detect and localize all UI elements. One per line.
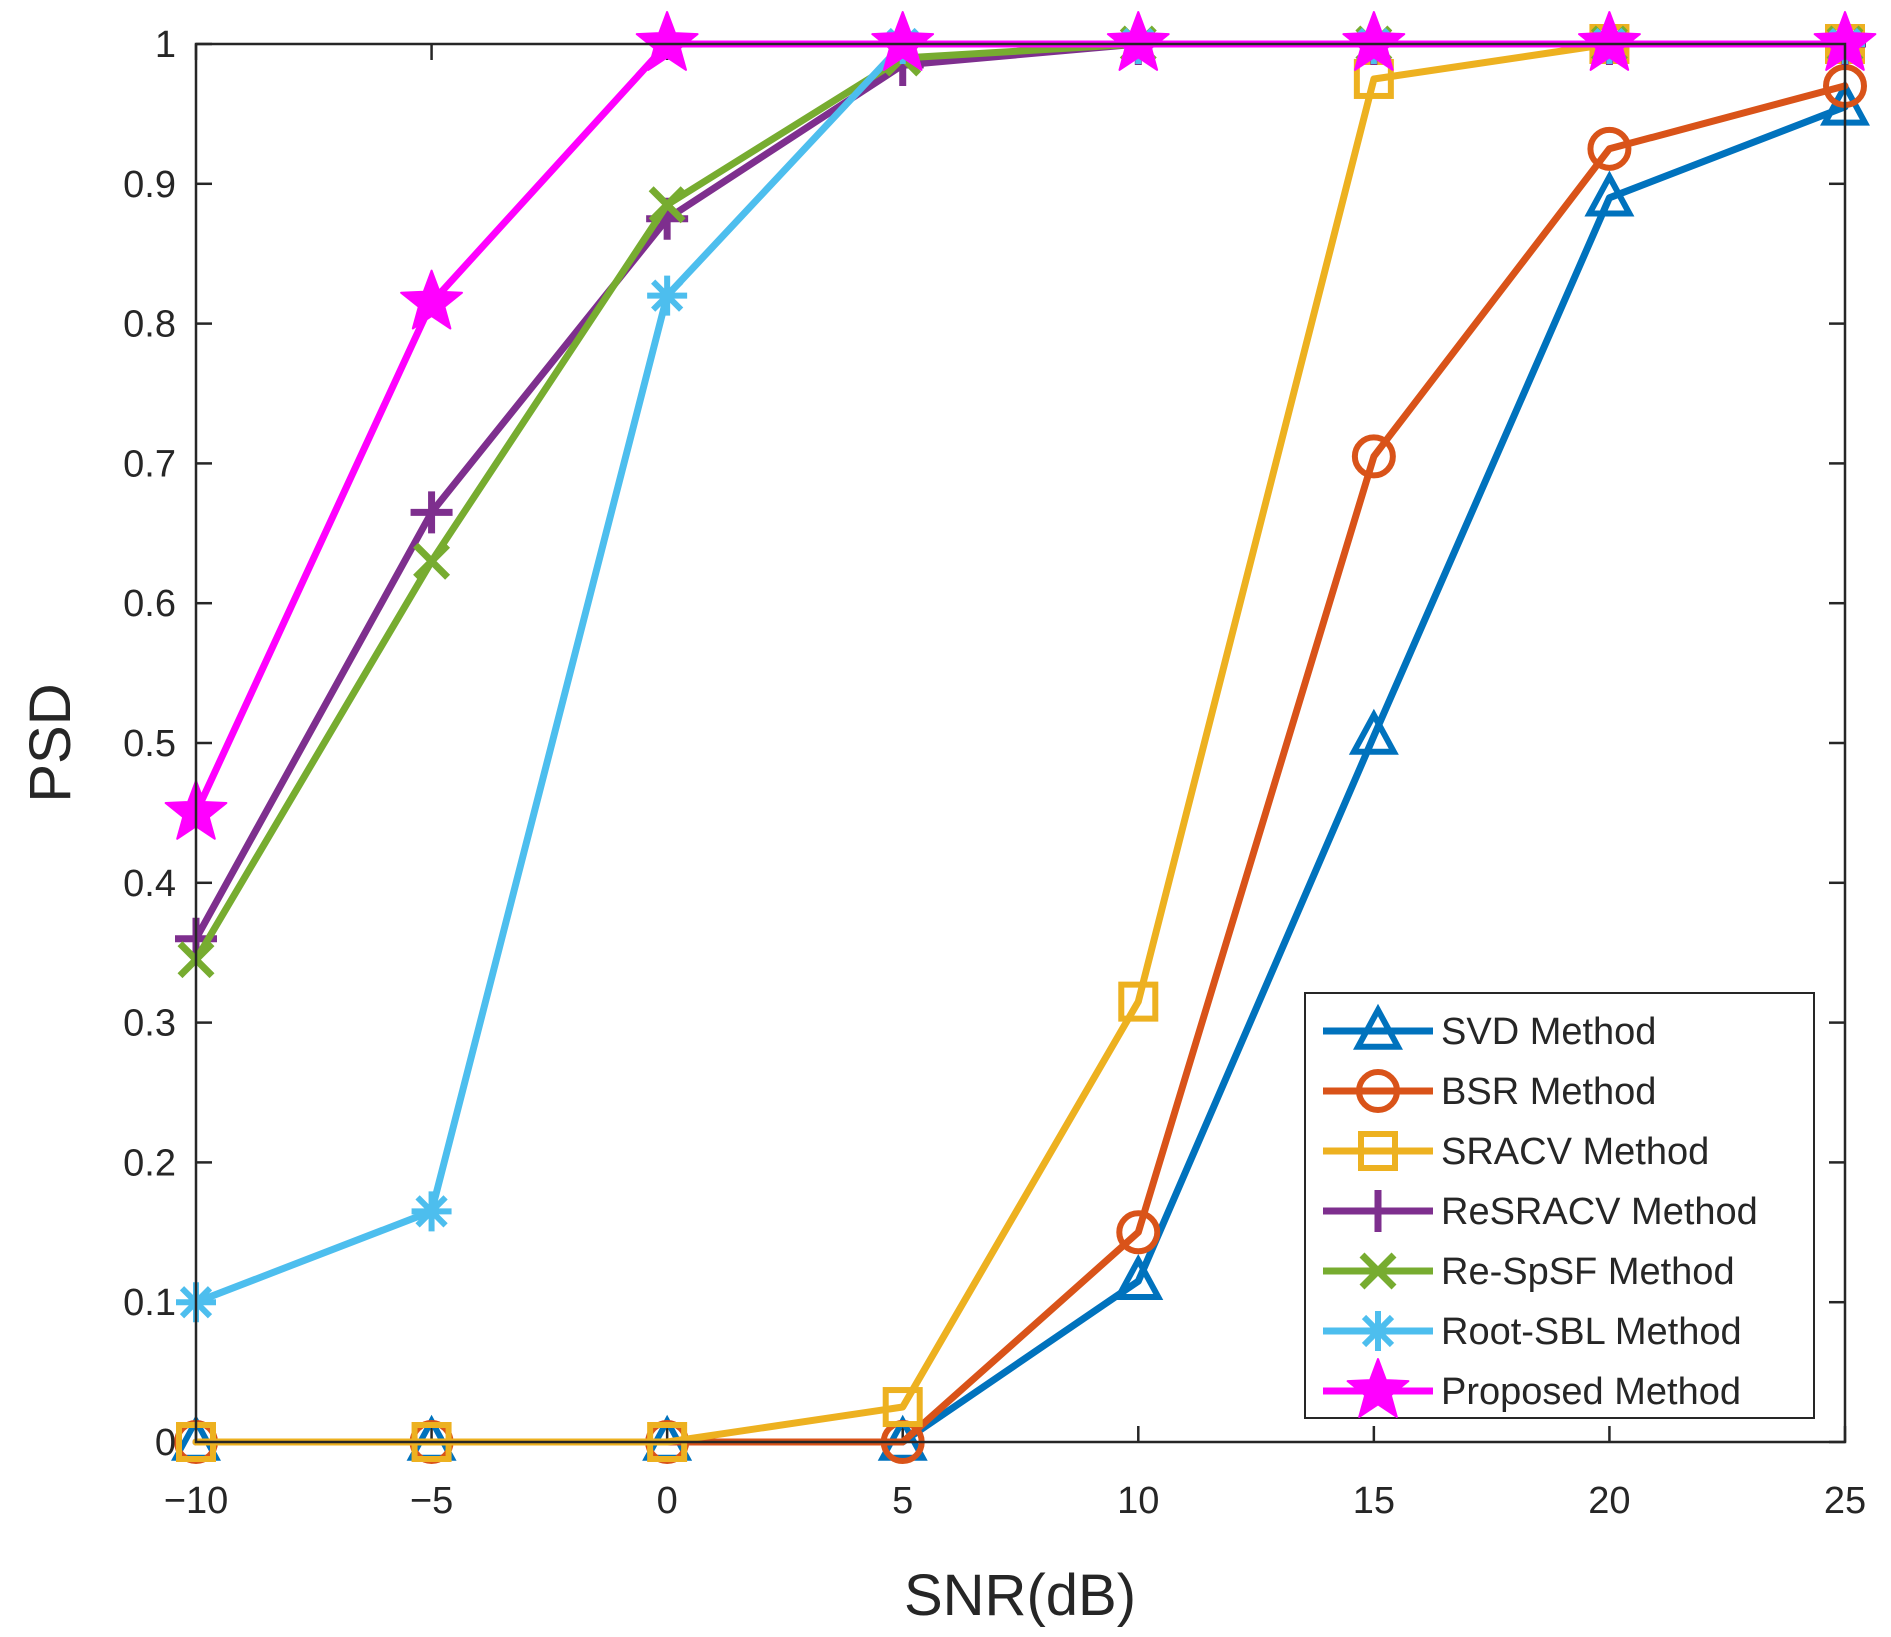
- y-tick-label: 1: [155, 24, 176, 66]
- data-point-marker: [411, 1191, 452, 1232]
- x-tick-label: −10: [164, 1480, 228, 1522]
- y-axis-label: PSD: [18, 683, 83, 802]
- y-tick-label: 0.4: [123, 863, 176, 905]
- legend-label: Root-SBL Method: [1441, 1311, 1742, 1353]
- data-point-marker: [413, 542, 451, 580]
- legend-marker: [1357, 1190, 1399, 1232]
- data-point-marker: [1113, 1253, 1164, 1300]
- legend-entry: ReSRACV Method: [1323, 1190, 1758, 1233]
- y-tick-label: 0.7: [123, 443, 176, 485]
- legend-label: SVD Method: [1441, 1011, 1656, 1053]
- data-point-marker: [1348, 708, 1399, 755]
- x-tick-label: 20: [1588, 1480, 1630, 1522]
- legend-label: ReSRACV Method: [1441, 1191, 1758, 1233]
- tick-labels: −10 −5 0 5 10 15 20 25 0 0.1 0.2 0.3 0.4 0.5 0.6 0.7 0.8…: [123, 24, 1866, 1522]
- legend-marker: [1353, 1003, 1403, 1050]
- data-point-marker: [400, 269, 463, 330]
- x-tick-label: 10: [1117, 1480, 1159, 1522]
- legend-entry: SVD Method: [1323, 1003, 1656, 1053]
- data-point-marker: [1118, 981, 1159, 1022]
- x-tick-label: 25: [1824, 1480, 1866, 1522]
- data-point-marker: [1578, 11, 1641, 71]
- data-point-marker: [1116, 1210, 1161, 1255]
- legend-label: Re-SpSF Method: [1441, 1251, 1735, 1293]
- data-point-marker: [648, 186, 686, 224]
- legend-label: Proposed Method: [1441, 1371, 1741, 1413]
- x-tick-label: 5: [892, 1480, 913, 1522]
- data-point-marker: [871, 11, 935, 71]
- data-point-marker: [882, 1387, 923, 1428]
- legend-entry: BSR Method: [1323, 1069, 1656, 1113]
- legend-marker: [1359, 1252, 1397, 1290]
- x-tick-label: 0: [657, 1480, 678, 1522]
- y-tick-label: 0.1: [123, 1282, 176, 1324]
- y-tick-label: 0.8: [123, 304, 176, 346]
- legend-entry: Re-SpSF Method: [1323, 1251, 1735, 1293]
- y-tick-label: 0.6: [123, 583, 176, 625]
- axes-box: [194, 42, 1847, 1444]
- legend-entry: Proposed Method: [1323, 1358, 1741, 1418]
- legend-box: [1304, 992, 1815, 1419]
- legend: SVD Method BSR Method SRACV Method ReSRACV …: [1304, 992, 1815, 1419]
- y-tick-label: 0.9: [123, 164, 176, 206]
- x-tick-label: 15: [1353, 1480, 1395, 1522]
- y-tick-label: 0: [155, 1422, 176, 1464]
- data-point-marker: [1342, 11, 1406, 71]
- y-tick-label: 0.2: [123, 1142, 176, 1184]
- legend-marker: [1346, 1358, 1410, 1418]
- data-point-marker: [1351, 434, 1396, 479]
- data-point-marker: [1106, 11, 1170, 71]
- data-point-marker: [647, 275, 688, 316]
- legend-entry: Root-SBL Method: [1323, 1311, 1742, 1353]
- legend-label: SRACV Method: [1441, 1131, 1709, 1173]
- x-tick-label: −5: [410, 1480, 453, 1522]
- data-point-marker: [1584, 170, 1635, 217]
- legend-marker: [1358, 1311, 1398, 1351]
- legend-entry: SRACV Method: [1323, 1131, 1709, 1173]
- legend-marker: [1358, 1131, 1398, 1171]
- legend-marker: [1356, 1069, 1400, 1113]
- legend-label: BSR Method: [1441, 1071, 1656, 1113]
- y-tick-label: 0.5: [123, 723, 176, 765]
- y-tick-label: 0.3: [123, 1003, 176, 1045]
- x-axis-label: SNR(dB): [904, 1563, 1136, 1628]
- data-point-marker: [635, 11, 699, 71]
- data-point-marker: [410, 491, 453, 534]
- data-point-marker: [1587, 126, 1632, 171]
